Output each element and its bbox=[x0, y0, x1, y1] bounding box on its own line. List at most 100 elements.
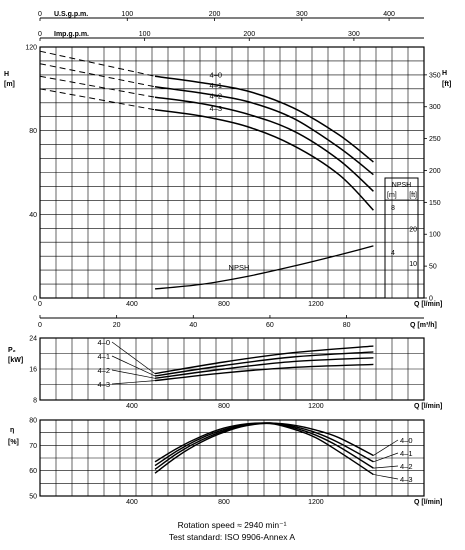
impgpm-tick-label: 200 bbox=[243, 31, 255, 38]
head-curve-dashed bbox=[39, 88, 156, 111]
npsh-ft-tick-label: 10 bbox=[409, 261, 417, 268]
usgpm-axis-label: U.S.g.p.m. bbox=[54, 11, 88, 18]
head-ft-tick-label: 300 bbox=[429, 104, 441, 111]
power-y-tick-label: 8 bbox=[33, 398, 37, 405]
usgpm-tick-label: 100 bbox=[121, 11, 133, 18]
head-curve bbox=[154, 85, 374, 176]
head-ft-tick-label: 350 bbox=[429, 72, 441, 79]
power-label-leader bbox=[111, 369, 156, 379]
eff-label-leader bbox=[373, 452, 399, 463]
power-y-label: P₂ bbox=[8, 347, 16, 354]
head-x-tick-label: 0 bbox=[38, 301, 42, 308]
eff-curve bbox=[154, 422, 374, 476]
head-x-label: Q [l/min] bbox=[414, 301, 442, 308]
impgpm-tick-label: 100 bbox=[139, 31, 151, 38]
head-curve-dashed bbox=[39, 50, 156, 77]
eff-y-tick-label: 50 bbox=[29, 494, 37, 501]
usgpm-tick-label: 0 bbox=[38, 11, 42, 18]
eff-y-unit: [%] bbox=[8, 439, 19, 446]
eff-x-label: Q [l/min] bbox=[414, 499, 442, 506]
power-label-leader bbox=[111, 355, 156, 377]
head-y-tick-label: 0 bbox=[33, 296, 37, 303]
impgpm-tick-label: 0 bbox=[38, 31, 42, 38]
footer-rotation-speed: Rotation speed ≈ 2940 min⁻¹ bbox=[178, 520, 287, 530]
eff-y-label: η bbox=[10, 427, 14, 434]
power-curve bbox=[154, 345, 374, 375]
eff-series-label: 4–3 bbox=[400, 475, 413, 484]
head-ft-tick-label: 200 bbox=[429, 168, 441, 175]
power-y-tick-label: 24 bbox=[29, 336, 37, 343]
chart-frames bbox=[39, 17, 427, 497]
m3h-tick-label: 40 bbox=[189, 322, 197, 329]
head-series-label: 4–3 bbox=[210, 104, 223, 113]
head-y-tick-label: 40 bbox=[29, 212, 37, 219]
eff-label-leader bbox=[373, 465, 399, 469]
power-curve bbox=[154, 351, 374, 377]
head-y-label: H bbox=[4, 71, 9, 78]
head-x-tick-label: 400 bbox=[126, 301, 138, 308]
power-x-tick-label: 400 bbox=[126, 403, 138, 410]
eff-label-leader bbox=[373, 474, 399, 480]
head-curve bbox=[154, 75, 374, 163]
m3h-tick-label: 60 bbox=[266, 322, 274, 329]
m3h-tick-label: 80 bbox=[343, 322, 351, 329]
impgpm-axis-label: Imp.g.p.m. bbox=[54, 31, 89, 38]
head-ft-unit: [ft] bbox=[442, 81, 451, 88]
power-series-label: 4–1 bbox=[97, 352, 110, 361]
npsh-label: NPSH bbox=[229, 263, 250, 272]
head-curve-dashed bbox=[39, 75, 156, 98]
m3h-tick-label: 20 bbox=[113, 322, 121, 329]
eff-label-leader bbox=[373, 439, 399, 456]
npsh-box-title: NPSH bbox=[392, 182, 411, 189]
head-x-tick-label: 1200 bbox=[308, 301, 324, 308]
npsh-unit-m: [m] bbox=[387, 192, 397, 199]
power-series-label: 4–3 bbox=[97, 380, 110, 389]
npsh-unit-ft: [ft] bbox=[409, 192, 417, 199]
head-ft-tick-label: 100 bbox=[429, 232, 441, 239]
eff-y-tick-label: 70 bbox=[29, 443, 37, 450]
chart-grids bbox=[40, 47, 424, 496]
eff-series-label: 4–0 bbox=[400, 436, 413, 445]
eff-x-tick-label: 400 bbox=[126, 499, 138, 506]
npsh-ft-tick-label: 20 bbox=[409, 227, 417, 234]
head-series-label: 4–2 bbox=[210, 91, 223, 100]
power-y-unit: [kW] bbox=[8, 357, 23, 364]
head-curve bbox=[154, 96, 374, 192]
power-x-tick-label: 800 bbox=[218, 403, 230, 410]
head-curve-dashed bbox=[39, 63, 156, 88]
head-y-tick-label: 120 bbox=[25, 45, 37, 52]
npsh-m-tick-label: 4 bbox=[391, 250, 395, 257]
head-ft-tick-label: 250 bbox=[429, 136, 441, 143]
eff-y-tick-label: 60 bbox=[29, 468, 37, 475]
eff-series-label: 4–1 bbox=[400, 449, 413, 458]
eff-series-label: 4–2 bbox=[400, 462, 413, 471]
power-label-leader bbox=[111, 341, 156, 374]
power-series-label: 4–0 bbox=[97, 338, 110, 347]
power-x-tick-label: 1200 bbox=[308, 403, 324, 410]
power-y-tick-label: 16 bbox=[29, 367, 37, 374]
usgpm-tick-label: 400 bbox=[383, 11, 395, 18]
m3h-axis-label: Q [m³/h] bbox=[410, 322, 437, 329]
head-series-label: 4–1 bbox=[210, 81, 223, 90]
usgpm-tick-label: 300 bbox=[296, 11, 308, 18]
impgpm-tick-label: 300 bbox=[348, 31, 360, 38]
footer-test-standard: Test standard: ISO 9906-Annex A bbox=[169, 532, 295, 542]
head-y-unit: [m] bbox=[4, 81, 15, 88]
head-curve bbox=[154, 109, 374, 211]
power-series-label: 4–2 bbox=[97, 366, 110, 375]
head-x-tick-label: 800 bbox=[218, 301, 230, 308]
m3h-tick-label: 0 bbox=[38, 322, 42, 329]
head-ft-tick-label: 0 bbox=[429, 296, 433, 303]
head-ft-tick-label: 50 bbox=[429, 264, 437, 271]
eff-x-tick-label: 1200 bbox=[308, 499, 324, 506]
usgpm-tick-label: 200 bbox=[209, 11, 221, 18]
npsh-m-tick-label: 8 bbox=[391, 205, 395, 212]
power-label-leader bbox=[111, 380, 155, 385]
power-x-label: Q [l/min] bbox=[414, 403, 442, 410]
power-curve bbox=[154, 357, 374, 379]
head-y-tick-label: 80 bbox=[29, 128, 37, 135]
head-ft-tick-label: 150 bbox=[429, 200, 441, 207]
chart-curves bbox=[39, 50, 374, 476]
npsh-curve bbox=[154, 245, 374, 290]
